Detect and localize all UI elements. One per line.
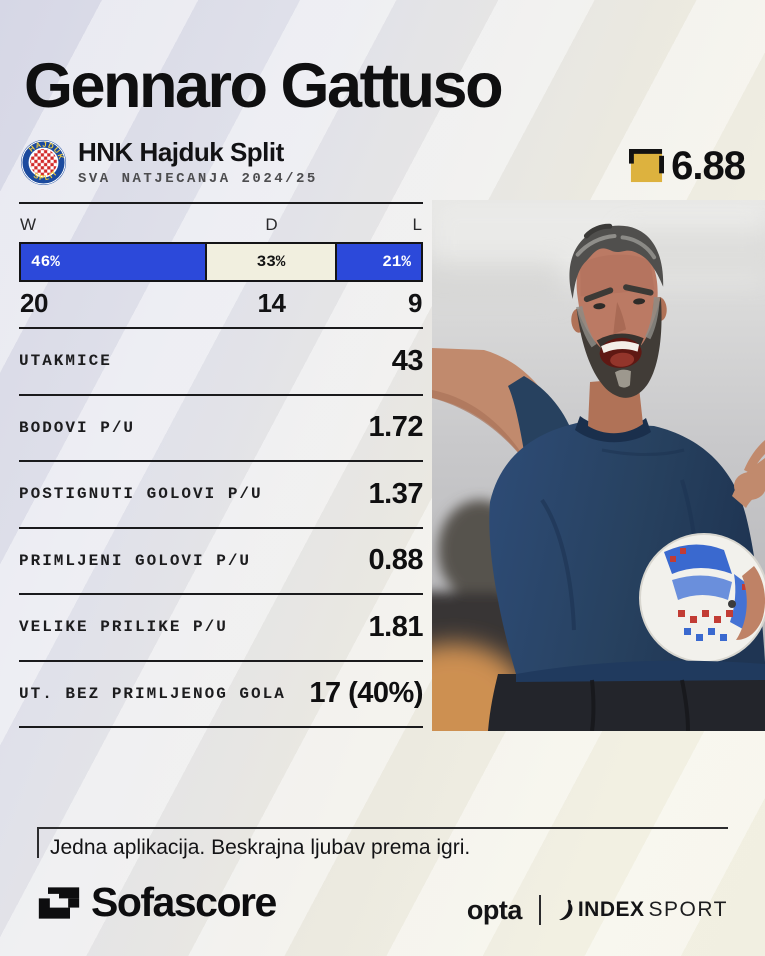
rating-square-icon xyxy=(629,149,665,183)
loss-count: 9 xyxy=(408,288,422,318)
win-label: W xyxy=(20,215,37,234)
sport-wordmark: SPORT xyxy=(648,898,728,921)
logo-divider xyxy=(538,895,541,925)
stat-row: PRIMLJENI GOLOVI P/U 0.88 xyxy=(19,529,424,595)
stat-label: VELIKE PRILIKE P/U xyxy=(19,618,228,637)
sofascore-logo: Sofascore xyxy=(37,879,277,926)
stat-value: 43 xyxy=(391,344,424,377)
tagline-box: Jedna aplikacija. Beskrajna ljubav prema… xyxy=(37,827,728,860)
stat-rows: UTAKMICE 43 BODOVI P/U 1.72 POSTIGNUTI G… xyxy=(19,329,424,728)
stat-value: 17 (40%) xyxy=(309,677,423,710)
loss-label: L xyxy=(412,215,422,234)
stat-label: UTAKMICE xyxy=(19,352,112,371)
club-name: HNK Hajduk Split xyxy=(78,137,284,167)
season-label: SVA NATJECANJA 2024/25 xyxy=(78,171,318,188)
stat-row: VELIKE PRILIKE P/U 1.81 xyxy=(19,595,424,662)
stat-row: UT. BEZ PRIMLJENOG GOLA 17 (40%) xyxy=(19,662,423,728)
stat-value: 1.37 xyxy=(368,477,424,510)
stat-label: UT. BEZ PRIMLJENOG GOLA xyxy=(19,684,286,703)
wdl-counts-row: 20 14 9 xyxy=(19,282,423,329)
draw-count: 14 xyxy=(257,288,286,318)
stat-row: UTAKMICE 43 xyxy=(19,329,424,396)
stat-row: POSTIGNUTI GOLOVI P/U 1.37 xyxy=(19,462,424,529)
partner-logos: opta INDEX SPORT xyxy=(467,893,728,927)
wdl-labels-row: W D L xyxy=(19,204,423,242)
sofascore-icon xyxy=(38,886,80,919)
stat-row: BODOVI P/U 1.72 xyxy=(19,396,424,462)
rating-block: 6.88 xyxy=(629,144,746,189)
rating-value: 6.88 xyxy=(671,144,746,188)
sofascore-wordmark: Sofascore xyxy=(91,879,277,925)
wdl-loss-segment: 21% xyxy=(337,244,421,280)
pepper-icon xyxy=(558,899,573,921)
wdl-win-segment: 46% xyxy=(21,244,205,280)
draw-label: D xyxy=(265,215,278,234)
wdl-stacked-bar: 46% 33% 21% xyxy=(19,242,423,282)
stat-value: 0.88 xyxy=(368,544,424,577)
stats-panel: W D L 46% 33% 21% 20 14 9 UTAKMICE 43 BO… xyxy=(19,202,424,728)
stat-label: PRIMLJENI GOLOVI P/U xyxy=(19,551,252,570)
stat-value: 1.72 xyxy=(368,411,424,444)
stat-label: POSTIGNUTI GOLOVI P/U xyxy=(19,485,263,504)
hajduk-split-crest-icon: HAJDUK SPLIT xyxy=(20,140,67,186)
index-wordmark: INDEX xyxy=(577,898,645,921)
stat-label: BODOVI P/U xyxy=(19,418,136,437)
coach-photo xyxy=(432,200,765,731)
stat-value: 1.81 xyxy=(368,610,424,643)
wdl-draw-segment: 33% xyxy=(205,244,337,280)
win-count: 20 xyxy=(20,288,48,318)
tagline-text: Jedna aplikacija. Beskrajna ljubav prema… xyxy=(50,836,471,859)
indexsport-logo: INDEX SPORT xyxy=(558,898,728,922)
opta-logo: opta xyxy=(466,894,523,925)
club-row: HAJDUK SPLIT HNK Hajduk Split SVA NATJEC… xyxy=(20,137,318,188)
page-title: Gennaro Gattuso xyxy=(24,51,504,121)
